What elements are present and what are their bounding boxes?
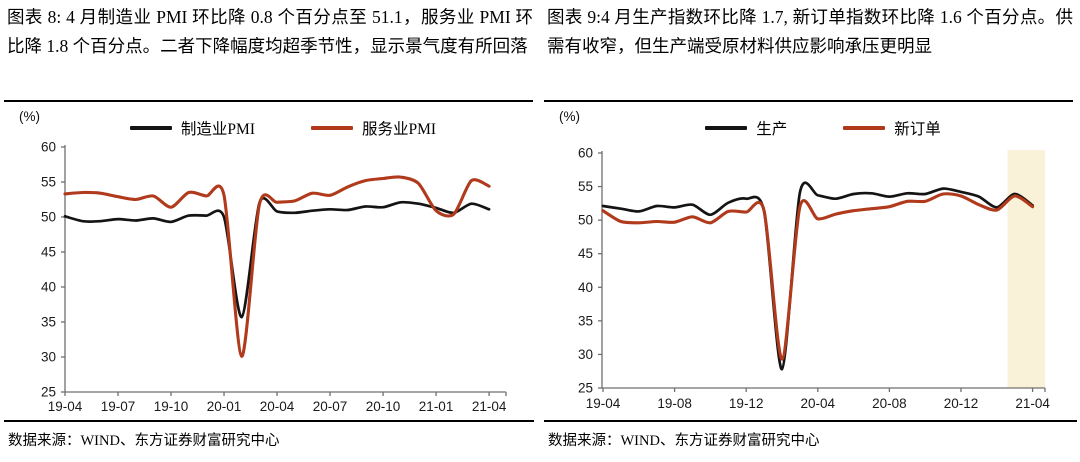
figure-8-y-unit-label: (%)	[19, 109, 40, 124]
y-tick-label: 60	[578, 146, 593, 161]
x-tick-label: 19-04	[48, 399, 83, 414]
x-tick-label: 20-04	[801, 396, 836, 411]
production-line-swatch	[705, 126, 748, 130]
x-tick-label: 21-04	[472, 399, 507, 414]
tick-labels: 25 30 35 40 45 50 55 60 19-04 19-08 19-12 20-04 20-0…	[578, 146, 1050, 412]
manufacturing-pmi-line-swatch	[129, 126, 172, 130]
y-tick-label: 55	[578, 179, 593, 194]
x-tick-label: 19-12	[729, 396, 764, 411]
x-tick-label: 20-04	[260, 399, 295, 414]
figure-8-source: 数据来源：WIND、东方证券财富研究中心	[8, 433, 280, 449]
tick-labels: 25 30 35 40 45 50 55 60 19-04 19-07 19-10 20-01 20-0…	[41, 140, 507, 415]
x-tick-label: 20-08	[872, 396, 907, 411]
services-pmi-line	[63, 175, 491, 358]
figure-8-legend: 制造业PMI 服务业PMI	[60, 117, 506, 139]
y-tick-label: 35	[41, 315, 56, 330]
x-tick-label: 19-07	[101, 399, 136, 414]
x-tick-label: 19-04	[586, 396, 621, 411]
x-tick-label: 19-10	[154, 399, 189, 414]
production-neworders-line-chart: 25 30 35 40 45 50 55 60 19-04 19-08 19-12 20-04 20-0…	[578, 146, 1050, 412]
figure-9-legend: 生产 新订单	[600, 117, 1046, 139]
x-tick-label: 21-04	[1015, 396, 1050, 411]
y-tick-label: 30	[578, 347, 593, 362]
y-tick-label: 40	[41, 280, 56, 295]
y-tick-label: 55	[41, 175, 56, 190]
figure-9: 图表 9:4 月生产指数环比降 1.7, 新订单指数环比降 1.6 个百分点。供…	[540, 0, 1080, 462]
figure-9-caption: 图表 9:4 月生产指数环比降 1.7, 新订单指数环比降 1.6 个百分点。供…	[547, 7, 1073, 56]
figure-8-source-divider	[4, 420, 534, 422]
new-orders-line-swatch	[843, 126, 886, 130]
legend-label-services-pmi: 服务业PMI	[362, 121, 437, 138]
legend-item-services-pmi: 服务业PMI	[311, 117, 436, 139]
x-tick-label: 21-01	[419, 399, 454, 414]
figure-9-caption-divider	[544, 100, 1073, 102]
x-tick-label: 20-07	[313, 399, 348, 414]
y-tick-label: 25	[41, 385, 56, 400]
legend-item-manufacturing-pmi: 制造业PMI	[129, 117, 255, 139]
x-tick-label: 20-12	[944, 396, 979, 411]
y-tick-label: 45	[578, 246, 593, 261]
legend-item-new-orders: 新订单	[843, 117, 941, 139]
production-index-line	[601, 181, 1034, 371]
pmi-line-chart: 25 30 35 40 45 50 55 60 19-04 19-07 19-10 20-01 20-0…	[41, 140, 507, 415]
y-tick-label: 50	[41, 210, 56, 225]
figure-8-caption-divider	[4, 100, 533, 102]
y-tick-label: 30	[41, 350, 56, 365]
y-tick-label: 35	[578, 313, 593, 328]
legend-item-production: 生产	[705, 117, 787, 139]
x-tick-label: 20-01	[207, 399, 242, 414]
figure-8-caption: 图表 8: 4 月制造业 PMI 环比降 0.8 个百分点至 51.1，服务业 …	[7, 7, 533, 56]
axes	[598, 151, 1046, 392]
services-pmi-line-swatch	[311, 126, 353, 130]
new-orders-index-line	[601, 192, 1035, 361]
axes	[61, 145, 507, 396]
y-tick-label: 25	[578, 381, 593, 396]
figure-9-source-divider	[544, 420, 1077, 422]
y-tick-label: 40	[578, 280, 593, 295]
legend-label-production: 生产	[756, 121, 788, 138]
manufacturing-pmi-line	[63, 196, 491, 319]
y-tick-label: 45	[41, 245, 56, 260]
y-tick-label: 60	[41, 140, 56, 155]
figure-9-y-unit-label: (%)	[559, 109, 580, 124]
highlight-band	[1007, 150, 1045, 388]
x-tick-label: 20-10	[366, 399, 401, 414]
figure-9-source: 数据来源：WIND、东方证券财富研究中心	[548, 433, 820, 449]
figure-8: 图表 8: 4 月制造业 PMI 环比降 0.8 个百分点至 51.1，服务业 …	[4, 7, 534, 449]
legend-label-new-orders: 新订单	[894, 121, 941, 138]
x-tick-label: 19-08	[657, 396, 692, 411]
legend-label-manufacturing-pmi: 制造业PMI	[180, 121, 255, 138]
y-tick-label: 50	[578, 213, 593, 228]
